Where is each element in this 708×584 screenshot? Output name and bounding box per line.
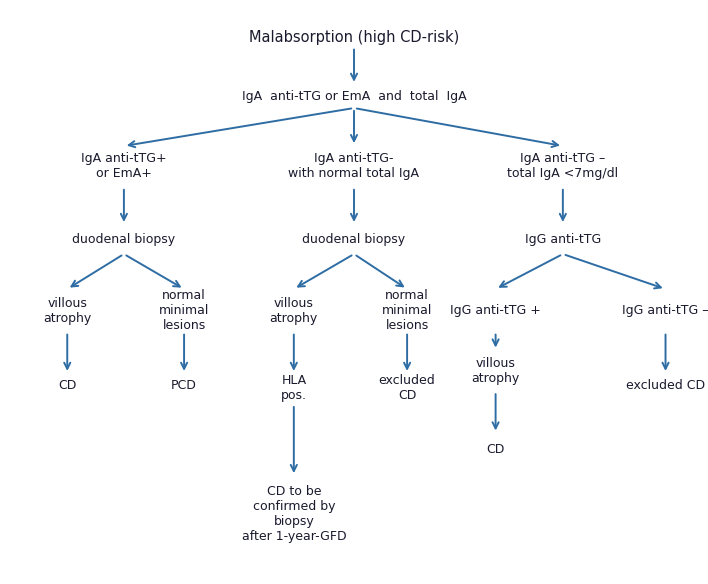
Text: IgA anti-tTG –
total IgA <7mg/dl: IgA anti-tTG – total IgA <7mg/dl bbox=[508, 152, 618, 180]
Text: CD to be
confirmed by
biopsy
after 1-year-GFD: CD to be confirmed by biopsy after 1-yea… bbox=[241, 485, 346, 543]
Text: HLA
pos.: HLA pos. bbox=[281, 374, 307, 402]
Text: villous
atrophy: villous atrophy bbox=[472, 357, 520, 385]
Text: PCD: PCD bbox=[171, 379, 197, 392]
Text: villous
atrophy: villous atrophy bbox=[270, 297, 318, 325]
Text: duodenal biopsy: duodenal biopsy bbox=[72, 233, 176, 246]
Text: IgA anti-tTG-
with normal total IgA: IgA anti-tTG- with normal total IgA bbox=[288, 152, 420, 180]
Text: IgA  anti-tTG or EmA  and  total  IgA: IgA anti-tTG or EmA and total IgA bbox=[241, 90, 467, 103]
Text: normal
minimal
lesions: normal minimal lesions bbox=[159, 289, 210, 332]
Text: Malabsorption (high CD-risk): Malabsorption (high CD-risk) bbox=[249, 30, 459, 46]
Text: CD: CD bbox=[486, 443, 505, 456]
Text: IgA anti-tTG+
or EmA+: IgA anti-tTG+ or EmA+ bbox=[81, 152, 166, 180]
Text: excluded CD: excluded CD bbox=[626, 379, 705, 392]
Text: villous
atrophy: villous atrophy bbox=[43, 297, 91, 325]
Text: duodenal biopsy: duodenal biopsy bbox=[302, 233, 406, 246]
Text: IgG anti-tTG –: IgG anti-tTG – bbox=[622, 304, 708, 317]
Text: IgG anti-tTG +: IgG anti-tTG + bbox=[450, 304, 541, 317]
Text: CD: CD bbox=[58, 379, 76, 392]
Text: IgG anti-tTG: IgG anti-tTG bbox=[525, 233, 601, 246]
Text: excluded
CD: excluded CD bbox=[379, 374, 435, 402]
Text: normal
minimal
lesions: normal minimal lesions bbox=[382, 289, 433, 332]
